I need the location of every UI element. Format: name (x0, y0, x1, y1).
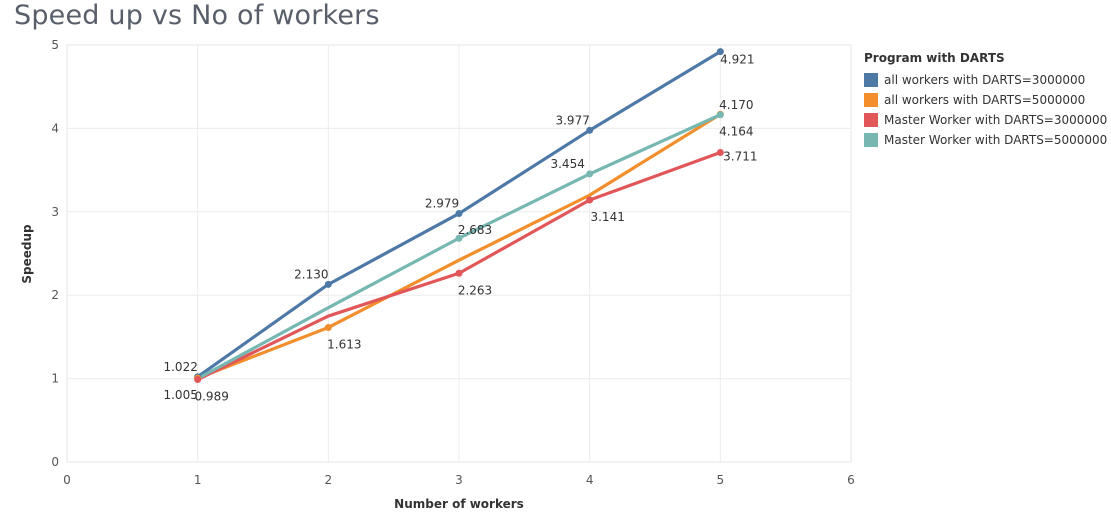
x-tick-label: 0 (63, 473, 71, 487)
legend-swatch (864, 133, 878, 147)
y-axis-label: Speedup (20, 224, 34, 284)
axes: 0 1 2 3 4 5 6 0 1 2 3 4 5 (51, 38, 854, 487)
x-tick-label: 6 (847, 473, 855, 487)
legend-swatch (864, 93, 878, 107)
legend-swatch (864, 73, 878, 87)
data-point (586, 196, 594, 204)
legend: Program with DARTS all workers with DART… (864, 51, 1107, 150)
series-line (196, 112, 722, 380)
chart-title: Speed up vs No of workers (14, 0, 380, 31)
y-tick-label: 1 (51, 372, 59, 386)
legend-item[interactable]: all workers with DARTS=3000000 (864, 70, 1107, 90)
legend-title: Program with DARTS (864, 51, 1005, 65)
legend-item[interactable]: Master Worker with DARTS=3000000 (864, 110, 1107, 130)
y-tick-label: 3 (51, 205, 59, 219)
data-label: 3.141 (590, 210, 624, 224)
x-tick-label: 3 (455, 473, 463, 487)
data-point (324, 280, 332, 288)
data-point (455, 269, 463, 277)
data-point (194, 376, 202, 384)
legend-item[interactable]: Master Worker with DARTS=5000000 (864, 130, 1107, 150)
legend-swatch (864, 113, 878, 127)
y-tick-label: 0 (51, 455, 59, 469)
x-tick-label: 1 (194, 473, 202, 487)
series-points (194, 48, 724, 384)
data-label: 2.130 (294, 267, 328, 281)
data-point (716, 111, 724, 119)
data-label: 0.989 (194, 390, 228, 404)
data-point (455, 234, 463, 242)
x-tick-label: 2 (325, 473, 333, 487)
data-point (586, 170, 594, 178)
y-tick-label: 4 (51, 121, 59, 135)
y-tick-label: 5 (51, 38, 59, 52)
data-point (716, 48, 724, 56)
legend-items: all workers with DARTS=3000000 all worker… (864, 70, 1107, 150)
x-tick-label: 5 (717, 473, 725, 487)
legend-label: Master Worker with DARTS=5000000 (884, 133, 1108, 147)
legend-label: all workers with DARTS=3000000 (884, 73, 1086, 87)
data-point (586, 126, 594, 134)
legend-item[interactable]: all workers with DARTS=5000000 (864, 90, 1107, 110)
data-point (324, 323, 332, 331)
data-label: 2.683 (458, 223, 492, 237)
data-label: 1.613 (327, 337, 361, 351)
legend-label: all workers with DARTS=5000000 (884, 93, 1086, 107)
x-tick-label: 4 (586, 473, 594, 487)
data-label: 3.977 (555, 113, 589, 127)
data-label: 4.164 (719, 125, 753, 139)
data-label: 4.170 (719, 98, 753, 112)
data-label: 1.022 (163, 360, 197, 374)
data-label: 3.711 (723, 150, 757, 164)
data-label: 4.921 (720, 53, 754, 67)
data-point (455, 210, 463, 218)
y-tick-label: 2 (51, 288, 59, 302)
data-labels: 1.022 2.130 2.979 3.977 4.921 1.005 1.613 4.170… (163, 53, 757, 404)
grid (66, 44, 852, 463)
data-label: 3.454 (550, 157, 584, 171)
data-label: 2.263 (458, 283, 492, 297)
data-label: 2.979 (425, 197, 459, 211)
x-axis-label: Number of workers (394, 497, 524, 511)
data-point (716, 149, 724, 157)
legend-label: Master Worker with DARTS=3000000 (884, 113, 1108, 127)
data-label: 1.005 (163, 388, 197, 402)
